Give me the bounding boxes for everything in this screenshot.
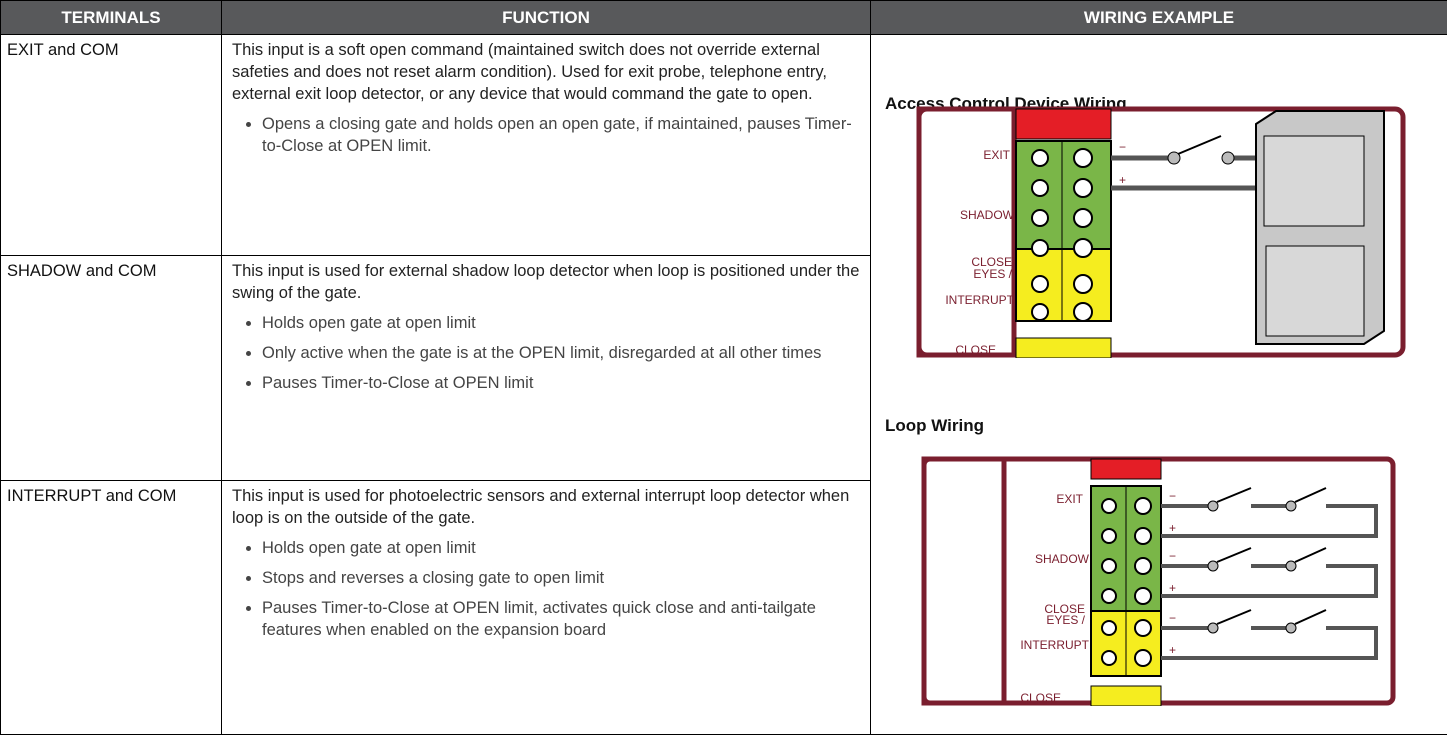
description: This input is used for photoelectric sen…: [232, 485, 860, 529]
terminal-label: SHADOW: [960, 208, 1015, 222]
terminal-label: EXIT: [983, 148, 1010, 162]
wire-sign: −: [1169, 489, 1176, 503]
bullets: Holds open gate at open limit Only active…: [232, 312, 860, 394]
terminal-label: EYES /: [1046, 613, 1085, 627]
bullet: Pauses Timer-to-Close at OPEN limit: [262, 372, 860, 394]
description: This input is used for external shadow l…: [232, 260, 860, 304]
bullet: Pauses Timer-to-Close at OPEN limit, act…: [262, 597, 860, 641]
diagram-title: Loop Wiring: [885, 415, 984, 437]
terminal-label: INTERRUPT: [945, 293, 1014, 307]
wire-sign: −: [1169, 611, 1176, 625]
terminal-label: CLOSE: [955, 343, 996, 357]
bullet: Opens a closing gate and holds open an o…: [262, 113, 860, 157]
terminal: SHADOW and COM: [1, 256, 222, 481]
terminal: EXIT and COM: [1, 35, 222, 256]
terminal-label: SHADOW: [1035, 552, 1090, 566]
terminal-label: EXIT: [1056, 492, 1083, 506]
wire-sign: −: [1169, 549, 1176, 563]
bullet: Holds open gate at open limit: [262, 537, 860, 559]
wire-sign: −: [1119, 140, 1126, 154]
terminal: INTERRUPT and COM: [1, 481, 222, 735]
terminal-label: CLOSE: [1020, 691, 1061, 705]
function: This input is a soft open command (maint…: [222, 35, 871, 256]
bullet: Holds open gate at open limit: [262, 312, 860, 334]
wire-sign: +: [1119, 173, 1126, 187]
description: This input is a soft open command (maint…: [232, 39, 860, 105]
header: FUNCTION: [222, 1, 871, 35]
terminal-label: EYES /: [973, 267, 1012, 281]
function: This input is used for photoelectric sen…: [222, 481, 871, 735]
wiring-cell: Access Control Device Wiring EXIT SHADOW…: [871, 35, 1447, 735]
wiring-diagram: EXIT SHADOW CLOSE EYES / INTERRUPT CLOSE…: [921, 456, 1396, 706]
bullet: Stops and reverses a closing gate to ope…: [262, 567, 860, 589]
bullet: Only active when the gate is at the OPEN…: [262, 342, 860, 364]
wiring-diagram: EXIT SHADOW CLOSE EYES / INTERRUPT CLOSE…: [916, 106, 1406, 358]
wire-sign: +: [1169, 521, 1176, 535]
bullets: Holds open gate at open limit Stops and r…: [232, 537, 860, 641]
header: TERMINALS: [1, 1, 222, 35]
wire-sign: +: [1169, 581, 1176, 595]
bullets: Opens a closing gate and holds open an o…: [232, 113, 860, 157]
header: WIRING EXAMPLE: [871, 1, 1447, 35]
terminal-label: INTERRUPT: [1020, 638, 1089, 652]
function: This input is used for external shadow l…: [222, 256, 871, 481]
wire-sign: +: [1169, 643, 1176, 657]
